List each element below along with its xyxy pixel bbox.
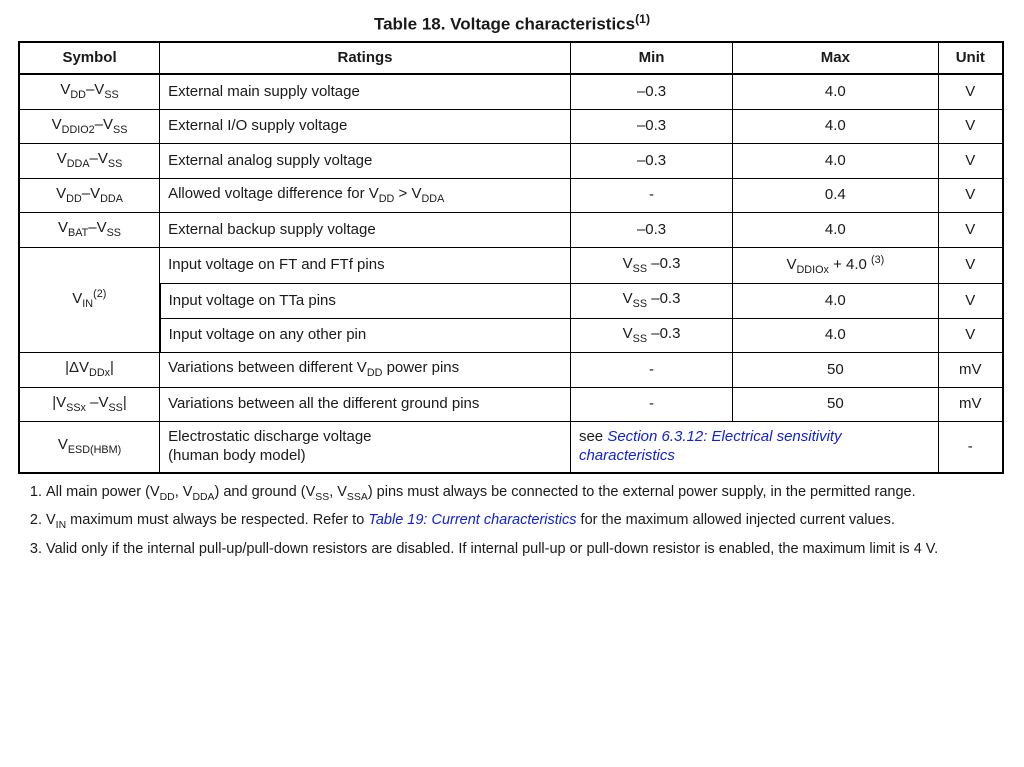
header-symbol: Symbol [19,42,160,75]
cell-min: - [570,387,732,421]
table-row: |VSSx –VSS|Variations between all the di… [19,387,1003,421]
cell-ratings: Input voltage on TTa pins [160,284,571,318]
cell-ratings: Electrostatic discharge voltage(human bo… [160,422,571,473]
table-row: VESD(HBM)Electrostatic discharge voltage… [19,422,1003,473]
cell-link: see Section 6.3.12: Electrical sensitivi… [570,422,938,473]
cell-symbol: VBAT–VSS [19,213,160,247]
cell-unit: mV [938,387,1003,421]
cell-unit: V [938,109,1003,143]
cell-unit: V [938,284,1003,318]
header-unit: Unit [938,42,1003,75]
cell-unit: V [938,213,1003,247]
cell-min: –0.3 [570,144,732,178]
header-ratings: Ratings [160,42,571,75]
voltage-characteristics-table: Symbol Ratings Min Max Unit VDD–VSSExter… [18,41,1004,474]
table-row: |ΔVDDx|Variations between different VDD … [19,353,1003,387]
footnotes-list: All main power (VDD, VDDA) and ground (V… [26,484,1006,558]
table-row: Input voltage on any other pinVSS –0.34.… [19,318,1003,352]
cell-max: 4.0 [733,144,938,178]
cell-max: 4.0 [733,284,938,318]
cell-min: - [570,178,732,212]
cell-max: 4.0 [733,74,938,109]
cell-unit: V [938,318,1003,352]
footnote-item: Valid only if the internal pull-up/pull-… [46,541,1006,558]
cell-min: VSS –0.3 [570,318,732,352]
cell-max: 4.0 [733,109,938,143]
table-row: VDD–VDDAAllowed voltage difference for V… [19,178,1003,212]
cell-symbol: VDD–VSS [19,74,160,109]
table-row: VDD–VSSExternal main supply voltage–0.34… [19,74,1003,109]
cell-unit: mV [938,353,1003,387]
footnote-item: VIN maximum must always be respected. Re… [46,512,1006,532]
cell-unit: - [938,422,1003,473]
table-row: VDDIO2–VSSExternal I/O supply voltage–0.… [19,109,1003,143]
cell-min: VSS –0.3 [570,247,732,283]
cell-ratings: External backup supply voltage [160,213,571,247]
cell-ratings: Input voltage on FT and FTf pins [160,247,571,283]
cell-ratings: Allowed voltage difference for VDD > VDD… [160,178,571,212]
header-max: Max [733,42,938,75]
header-min: Min [570,42,732,75]
table-row: VDDA–VSSExternal analog supply voltage–0… [19,144,1003,178]
cell-min: VSS –0.3 [570,284,732,318]
cell-symbol: VDDIO2–VSS [19,109,160,143]
cell-ratings: External analog supply voltage [160,144,571,178]
cell-max: VDDIOx + 4.0 (3) [733,247,938,283]
cell-max: 0.4 [733,178,938,212]
cell-ratings: Input voltage on any other pin [160,318,571,352]
cell-ratings: External main supply voltage [160,74,571,109]
cell-max: 50 [733,387,938,421]
cell-symbol: VDDA–VSS [19,144,160,178]
cell-min: –0.3 [570,213,732,247]
cell-symbol: VDD–VDDA [19,178,160,212]
cell-unit: V [938,178,1003,212]
cell-min: –0.3 [570,74,732,109]
cell-ratings: External I/O supply voltage [160,109,571,143]
cell-ratings: Variations between different VDD power p… [160,353,571,387]
cell-unit: V [938,247,1003,283]
cell-min: - [570,353,732,387]
cell-symbol: |VSSx –VSS| [19,387,160,421]
table-header-row: Symbol Ratings Min Max Unit [19,42,1003,75]
table-title: Table 18. Voltage characteristics(1) [18,12,1006,35]
table-row: VIN(2)Input voltage on FT and FTf pinsVS… [19,247,1003,283]
cell-ratings: Variations between all the different gro… [160,387,571,421]
cell-unit: V [938,74,1003,109]
cell-max: 4.0 [733,318,938,352]
table-row: Input voltage on TTa pinsVSS –0.34.0V [19,284,1003,318]
cell-unit: V [938,144,1003,178]
cell-min: –0.3 [570,109,732,143]
cell-symbol: VIN(2) [19,247,160,352]
table-row: VBAT–VSSExternal backup supply voltage–0… [19,213,1003,247]
cell-max: 50 [733,353,938,387]
cell-symbol: VESD(HBM) [19,422,160,473]
cell-symbol: |ΔVDDx| [19,353,160,387]
footnote-item: All main power (VDD, VDDA) and ground (V… [46,484,1006,504]
cell-max: 4.0 [733,213,938,247]
